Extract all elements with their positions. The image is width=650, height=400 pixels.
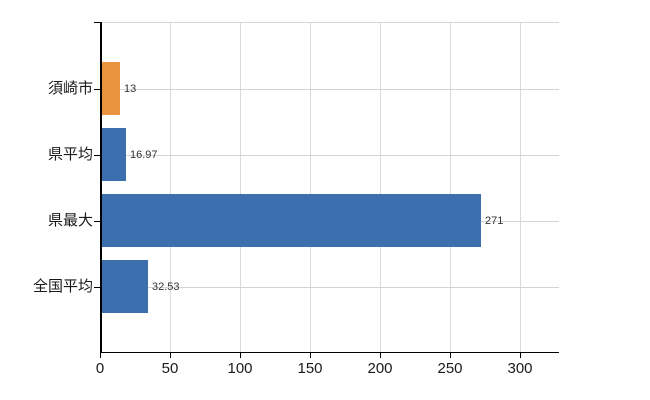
gridline-horizontal [102, 287, 559, 288]
gridline-vertical [520, 23, 521, 352]
plot-top-border [100, 22, 559, 23]
gridline-vertical [240, 23, 241, 352]
category-label: 県最大 [47, 212, 93, 229]
bar-value-label: 271 [485, 215, 504, 227]
gridline-vertical [170, 23, 171, 352]
bar-県最大 [102, 194, 481, 247]
x-axis-tick [450, 352, 451, 358]
x-axis-tick [310, 352, 311, 358]
x-axis-tick-label: 200 [367, 360, 393, 377]
gridline-horizontal [102, 89, 559, 90]
x-axis-tick-label: 0 [95, 360, 105, 377]
x-axis-tick-label: 250 [437, 360, 463, 377]
x-axis-tick-label: 100 [227, 360, 253, 377]
bar-value-label: 16.97 [130, 149, 158, 161]
plot-area: 13 須崎市 16.97 県平均 271 県最大 32.53 全国平均 0 50 100 150 200… [33, 22, 559, 377]
x-axis-tick [520, 352, 521, 358]
y-axis-top-tick [94, 22, 100, 23]
x-axis-tick [170, 352, 171, 358]
gridline-vertical [380, 23, 381, 352]
gridline-vertical [310, 23, 311, 352]
x-axis-line [100, 352, 559, 353]
y-axis-tick [94, 221, 100, 222]
x-axis-tick [240, 352, 241, 358]
y-axis-tick [94, 287, 100, 288]
x-axis-tick [100, 352, 101, 358]
bar-須崎市 [102, 62, 120, 115]
category-label: 全国平均 [32, 278, 93, 295]
bar-value-label: 13 [124, 83, 137, 95]
x-axis-tick-label: 50 [161, 360, 179, 377]
bar-value-label: 32.53 [152, 281, 180, 293]
y-axis-tick [94, 155, 100, 156]
gridline-vertical [450, 23, 451, 352]
y-axis-tick [94, 89, 100, 90]
x-axis-tick-label: 300 [507, 360, 533, 377]
gridline-horizontal [102, 155, 559, 156]
category-label: 県平均 [47, 146, 93, 163]
y-axis-line [100, 22, 102, 353]
bar-県平均 [102, 128, 126, 181]
x-axis-tick [380, 352, 381, 358]
x-axis-tick-label: 150 [297, 360, 323, 377]
category-label: 須崎市 [47, 80, 93, 97]
bar-全国平均 [102, 260, 148, 313]
